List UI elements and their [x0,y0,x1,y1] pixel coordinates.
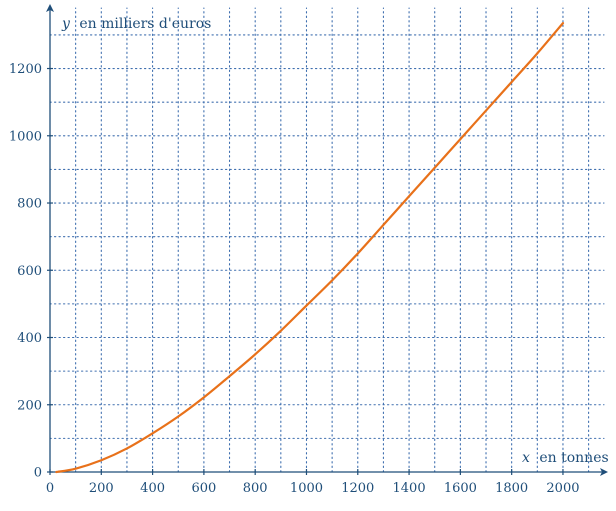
y-axis-label: y en milliers d'euros [61,16,211,32]
x-tick-label: 600 [191,481,216,496]
x-tick-label: 200 [89,481,114,496]
grid [49,7,605,473]
y-axis-unit: en milliers d'euros [79,16,211,32]
y-tick-label: 1200 [9,62,42,77]
axes [46,4,608,476]
x-tick-label: 1600 [444,481,477,496]
y-axis-variable: y [61,16,71,32]
x-tick-label: 400 [140,481,165,496]
x-tick-label: 0 [46,481,54,496]
tick-labels: 0 200 400 600 800 1000 1200 1400 1600 1800 2000 0 20… [9,62,580,496]
x-tick-label: 1200 [341,481,374,496]
y-tick-label: 200 [17,398,42,413]
x-tick-label: 800 [243,481,268,496]
x-tick-label: 1400 [393,481,426,496]
x-axis-variable: x [522,450,530,466]
x-axis-arrow [600,468,608,476]
series-curve [55,22,565,474]
y-tick-label: 600 [17,264,42,279]
x-tick-label: 1800 [495,481,528,496]
x-axis-label: x en tonnes [522,450,609,466]
y-tick-label: 400 [17,331,42,346]
series [55,22,565,474]
x-axis-unit: en tonnes [539,450,608,466]
x-tick-label: 2000 [546,481,579,496]
y-tick-label: 1000 [9,129,42,144]
y-tick-label: 0 [34,466,42,481]
y-tick-label: 800 [17,197,42,212]
y-axis-arrow [46,4,54,12]
x-tick-label: 1000 [290,481,323,496]
tick-marks [47,67,564,475]
